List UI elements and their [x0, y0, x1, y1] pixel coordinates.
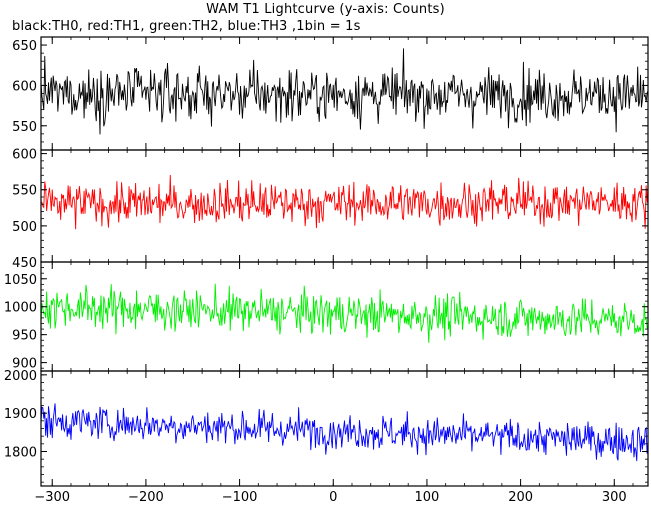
y-tick-label: 600 — [12, 79, 37, 94]
y-tick-label: 500 — [12, 220, 37, 235]
series-TH0 — [41, 48, 648, 135]
y-tick-label: 2000 — [4, 369, 37, 384]
panel-frame-TH1 — [40, 149, 649, 263]
series-TH2 — [41, 283, 648, 343]
y-tick-label: 1800 — [4, 446, 37, 461]
chart-title: WAM T1 Lightcurve (y-axis: Counts) — [206, 2, 445, 17]
y-tick-label: 600 — [12, 148, 37, 163]
x-tick-label: −200 — [128, 490, 164, 505]
series-TH1 — [41, 175, 648, 230]
y-tick-label: 650 — [12, 39, 37, 54]
x-tick-label: 100 — [415, 490, 440, 505]
y-tick-label: 950 — [12, 329, 37, 344]
y-tick-label: 550 — [12, 120, 37, 135]
x-tick-label: 200 — [508, 490, 533, 505]
x-tick-label: −300 — [34, 490, 70, 505]
y-tick-label: 1900 — [4, 407, 37, 422]
y-tick-label: 1050 — [4, 273, 37, 288]
y-tick-label: 550 — [12, 184, 37, 199]
y-tick-label: 900 — [12, 357, 37, 372]
y-tick-label: 450 — [12, 256, 37, 271]
series-TH3 — [41, 403, 648, 462]
x-tick-label: 300 — [602, 490, 627, 505]
panel-frame-TH2 — [40, 261, 649, 372]
chart-subtitle: black:TH0, red:TH1, green:TH2, blue:TH3 … — [12, 19, 361, 34]
x-tick-label: −100 — [222, 490, 258, 505]
y-tick-label: 1000 — [4, 301, 37, 316]
x-tick-label: 0 — [329, 490, 337, 505]
